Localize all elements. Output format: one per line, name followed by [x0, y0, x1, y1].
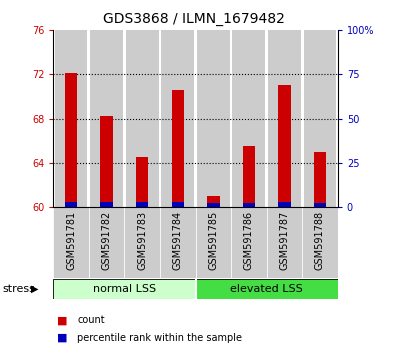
Text: GSM591785: GSM591785 [208, 211, 218, 270]
Bar [126, 30, 158, 207]
Bar [207, 203, 220, 207]
Bar [304, 30, 336, 207]
Bar [90, 30, 123, 207]
Text: ■: ■ [57, 333, 68, 343]
Text: GSM591788: GSM591788 [315, 211, 325, 270]
Bar [243, 146, 255, 207]
Bar [314, 152, 326, 207]
Bar [160, 207, 196, 278]
Bar [171, 202, 184, 207]
Bar [65, 73, 77, 207]
Text: normal LSS: normal LSS [93, 284, 156, 294]
Bar [171, 90, 184, 207]
Bar [207, 196, 220, 207]
Text: GSM591781: GSM591781 [66, 211, 76, 270]
Bar [100, 202, 113, 207]
Text: GSM591782: GSM591782 [102, 211, 112, 270]
Bar [124, 207, 160, 278]
Text: GSM591783: GSM591783 [137, 211, 147, 270]
Bar [196, 207, 231, 278]
Bar [197, 30, 229, 207]
Bar [278, 85, 291, 207]
Bar [231, 207, 267, 278]
Text: count: count [77, 315, 105, 325]
Text: GDS3868 / ILMN_1679482: GDS3868 / ILMN_1679482 [103, 12, 284, 27]
Text: elevated LSS: elevated LSS [230, 284, 303, 294]
Text: stress: stress [2, 284, 35, 294]
Text: GSM591784: GSM591784 [173, 211, 183, 270]
Bar [53, 207, 89, 278]
Bar [267, 207, 302, 278]
Text: ■: ■ [57, 315, 68, 325]
Bar [136, 157, 149, 207]
Bar [268, 30, 301, 207]
Bar [100, 116, 113, 207]
Bar [89, 207, 124, 278]
Text: ▶: ▶ [31, 284, 38, 294]
Bar [243, 203, 255, 207]
Bar [65, 202, 77, 207]
Text: GSM591787: GSM591787 [279, 211, 290, 270]
Bar [233, 30, 265, 207]
Bar [314, 203, 326, 207]
Bar [196, 279, 338, 299]
Bar [136, 202, 149, 207]
Bar [302, 207, 338, 278]
Bar [55, 30, 87, 207]
Bar [162, 30, 194, 207]
Bar [278, 202, 291, 207]
Text: percentile rank within the sample: percentile rank within the sample [77, 333, 242, 343]
Bar [53, 279, 196, 299]
Text: GSM591786: GSM591786 [244, 211, 254, 270]
